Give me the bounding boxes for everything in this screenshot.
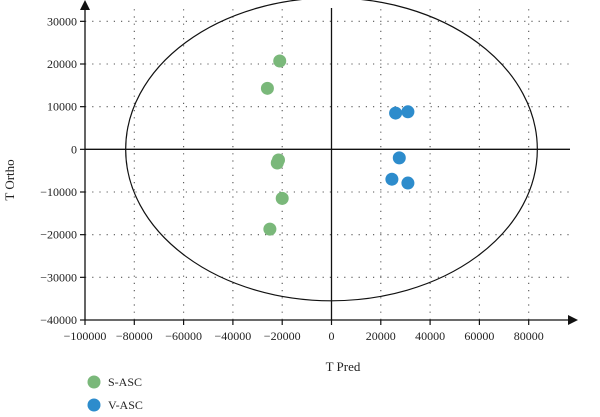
point-v-asc bbox=[385, 172, 399, 186]
point-v-asc bbox=[401, 105, 415, 119]
point-v-asc bbox=[389, 106, 403, 120]
legend-marker-v-asc bbox=[87, 398, 101, 412]
x-tick-label-minus-20000: −20000 bbox=[264, 329, 301, 343]
x-tick-label-80000: 80000 bbox=[514, 329, 544, 343]
x-axis-title: T Pred bbox=[326, 359, 361, 374]
x-tick-labels: −100000 −80000 −60000 −40000 −20000 0 20000 400… bbox=[64, 320, 544, 343]
y-tick-label-minus-30000: −30000 bbox=[40, 270, 77, 284]
point-v-asc bbox=[392, 151, 406, 165]
y-axis-title: T Ortho bbox=[2, 159, 17, 200]
x-tick-label-0: 0 bbox=[329, 329, 335, 343]
y-tick-label-0: 0 bbox=[71, 142, 77, 156]
legend-marker-s-asc bbox=[87, 375, 101, 389]
point-s-asc bbox=[260, 81, 274, 95]
x-tick-label-minus-80000: −80000 bbox=[116, 329, 153, 343]
point-s-asc bbox=[270, 156, 284, 170]
point-s-asc bbox=[273, 54, 287, 68]
point-s-asc bbox=[263, 222, 277, 236]
grid-lines bbox=[85, 8, 572, 320]
x-tick-label-40000: 40000 bbox=[415, 329, 445, 343]
y-tick-label-20000: 20000 bbox=[47, 57, 77, 71]
y-tick-label-30000: 30000 bbox=[47, 14, 77, 28]
x-axis-arrow bbox=[568, 315, 578, 325]
y-tick-labels: 30000 20000 10000 0 −10000 −20000 −30000 −40000 bbox=[40, 14, 85, 327]
y-tick-label-minus-40000: −40000 bbox=[40, 313, 77, 327]
legend: S-ASC V-ASC bbox=[87, 375, 143, 412]
x-tick-label-60000: 60000 bbox=[464, 329, 494, 343]
legend-label-s-asc: S-ASC bbox=[108, 375, 142, 389]
legend-label-v-asc: V-ASC bbox=[108, 398, 143, 412]
x-tick-label-20000: 20000 bbox=[366, 329, 396, 343]
data-points bbox=[260, 54, 415, 236]
point-v-asc bbox=[401, 176, 415, 190]
y-axis-arrow bbox=[80, 0, 90, 10]
axes bbox=[80, 0, 578, 325]
x-tick-label-minus-100000: −100000 bbox=[64, 329, 107, 343]
y-tick-label-10000: 10000 bbox=[47, 100, 77, 114]
point-s-asc bbox=[275, 191, 289, 205]
x-tick-label-minus-60000: −60000 bbox=[165, 329, 202, 343]
y-tick-label-minus-10000: −10000 bbox=[40, 185, 77, 199]
y-tick-label-minus-20000: −20000 bbox=[40, 228, 77, 242]
x-tick-label-minus-40000: −40000 bbox=[215, 329, 252, 343]
